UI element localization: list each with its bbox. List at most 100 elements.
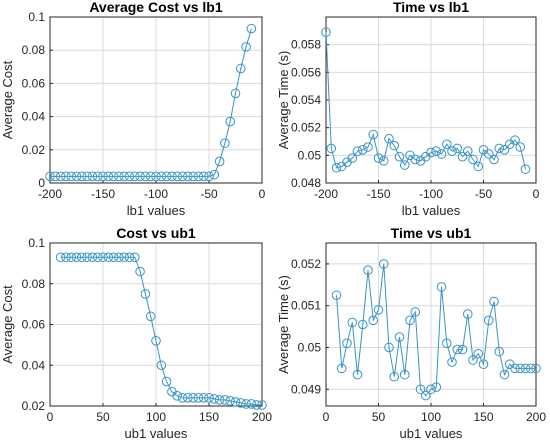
data-point	[225, 396, 235, 406]
y-tick-label: 0.1	[28, 236, 45, 250]
data-point	[462, 309, 473, 319]
data-point	[108, 171, 119, 182]
data-point	[135, 171, 145, 182]
data-point	[510, 135, 520, 145]
data-point	[82, 171, 92, 182]
data-point	[140, 289, 151, 299]
data-point	[246, 23, 257, 34]
data-point	[373, 305, 384, 315]
x-tick-label: -50	[200, 187, 218, 201]
data-point	[251, 400, 262, 410]
data-point	[140, 171, 151, 182]
data-point	[478, 359, 489, 370]
data-point	[431, 146, 442, 156]
y-tick-label: 0.04	[22, 358, 46, 372]
data-point	[151, 336, 161, 346]
data-point	[321, 27, 331, 38]
y-tick-label: 0.054	[291, 93, 321, 107]
x-axis-label: ub1 values	[125, 426, 188, 441]
data-point	[50, 171, 61, 182]
data-point	[399, 160, 410, 170]
data-point	[119, 171, 129, 182]
x-axis-label: lb1 values	[127, 203, 186, 218]
y-tick-label: 0.06	[22, 76, 46, 90]
y-tick-label: 0.08	[22, 43, 46, 57]
x-tick-label: 50	[96, 410, 110, 424]
data-point	[114, 252, 124, 263]
x-tick-label: 100	[421, 410, 441, 424]
data-point	[92, 171, 103, 182]
data-point	[410, 154, 421, 165]
data-point	[447, 357, 457, 367]
data-point	[225, 116, 235, 127]
data-point	[357, 145, 368, 155]
data-point	[183, 393, 193, 403]
x-tick-label: -100	[419, 187, 443, 201]
data-point	[499, 369, 510, 380]
data-point	[331, 290, 342, 301]
data-point	[172, 391, 182, 401]
data-point	[145, 171, 156, 182]
x-tick-label: -200	[314, 187, 338, 201]
data-point	[447, 146, 457, 156]
y-axis-label: Average Time (s)	[276, 51, 291, 150]
x-tick-label: 100	[146, 410, 166, 424]
x-tick-label: 0	[259, 187, 266, 201]
data-point	[124, 252, 135, 263]
series-line	[60, 256, 262, 406]
data-point	[357, 319, 368, 330]
data-point	[410, 307, 421, 317]
y-tick-label: 0.02	[22, 399, 46, 413]
chart-title: Cost vs ub1	[116, 225, 196, 241]
data-point	[515, 363, 526, 374]
data-point	[98, 171, 108, 182]
x-tick-label: -200	[38, 187, 62, 201]
data-point	[473, 161, 484, 172]
data-point	[436, 282, 447, 292]
data-point	[204, 171, 214, 182]
y-tick-label: 0.1	[28, 10, 45, 24]
x-tick-label: 150	[473, 410, 493, 424]
data-point	[87, 252, 98, 263]
chart-title: Average Cost vs lb1	[89, 0, 223, 15]
data-point	[336, 363, 347, 374]
data-point	[61, 171, 71, 182]
y-tick-label: 0.08	[22, 277, 46, 291]
data-point	[384, 133, 394, 144]
data-point	[489, 154, 499, 165]
data-point	[209, 394, 220, 404]
data-point	[394, 151, 405, 162]
data-point	[188, 171, 198, 182]
data-point	[494, 143, 505, 154]
data-point	[71, 171, 82, 182]
x-tick-label: 0	[533, 187, 540, 201]
x-tick-label: -150	[366, 187, 390, 201]
data-point	[82, 252, 92, 263]
series-line	[325, 32, 526, 170]
data-point	[156, 171, 167, 182]
x-tick-label: 0	[323, 410, 330, 424]
y-axis-label: Average Cost	[0, 285, 15, 364]
data-point	[436, 149, 447, 159]
data-point	[331, 162, 342, 173]
y-axis-label: Average Time (s)	[276, 275, 291, 374]
chart-panel-3: 0 50 100 150 200 0.02 0.04 0.06 0.08 0.1 Cost vs u…	[0, 225, 272, 441]
data-point	[167, 171, 177, 182]
y-tick-label: 0.048	[291, 176, 321, 190]
data-point	[483, 315, 494, 326]
data-point	[452, 344, 463, 355]
y-tick-label: 0.05	[298, 340, 322, 354]
data-point	[473, 348, 484, 359]
data-point	[394, 332, 405, 342]
data-point	[389, 140, 400, 151]
data-point	[161, 376, 172, 387]
y-tick-label: 0.049	[291, 382, 321, 396]
data-point	[426, 384, 436, 395]
data-point	[98, 252, 108, 263]
chart-panel-1: -200 -150 -100 -50 0 0 0.02 0.04 0.06 0.08 0.1 Aver…	[0, 0, 266, 218]
data-point	[55, 252, 66, 263]
data-point	[130, 171, 140, 182]
data-point	[55, 171, 66, 182]
data-point	[499, 145, 510, 155]
